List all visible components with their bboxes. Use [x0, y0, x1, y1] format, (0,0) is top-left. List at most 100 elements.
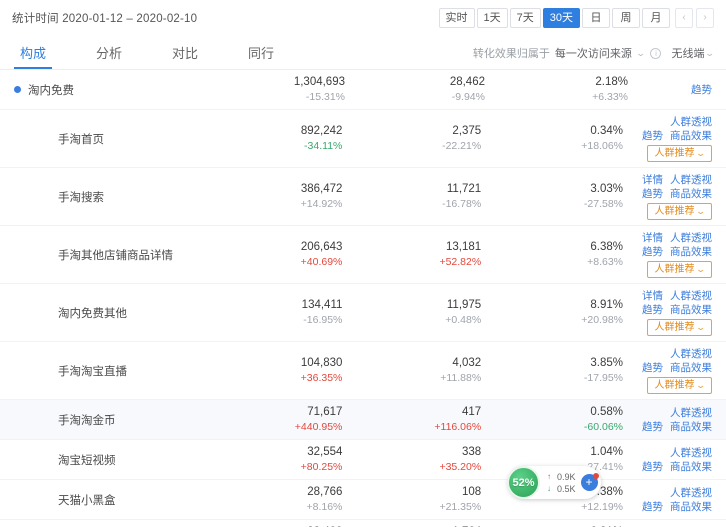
action-link[interactable]: 人群透视: [670, 446, 712, 459]
widget-stat-down: ↓ 0.5K: [547, 483, 576, 495]
action-link[interactable]: 人群透视: [670, 406, 712, 419]
floating-stats-widget[interactable]: 52% ↑ 0.9K ↓ 0.5K +: [507, 466, 601, 499]
action-link[interactable]: 趋势: [642, 130, 663, 142]
metric-value: 104,830: [300, 357, 343, 369]
table-row[interactable]: 手淘首页 892,242 -34.11% 2,375 -22.21% 0.34% +18.0…: [0, 110, 726, 168]
action-line-bottom: 趋势 商品效果: [635, 500, 712, 514]
action-link[interactable]: 人群透视: [670, 348, 712, 360]
table-row[interactable]: 淘内免费 1,304,693 -15.31% 28,462 -9.94% 2.18% +6.…: [0, 70, 726, 110]
action-line-bottom: 趋势: [684, 83, 712, 97]
action-link[interactable]: 趋势: [642, 362, 663, 374]
action-link[interactable]: 人群透视: [670, 174, 712, 186]
action-link[interactable]: 商品效果: [670, 130, 712, 142]
top-bar: 统计时间 2020-01-12 – 2020-02-10 实时 1天 7天 30天日周…: [0, 0, 726, 36]
table-row[interactable]: 手淘问大家28,400+10.34%1,764+14.40%6.21%+3.68…: [0, 520, 726, 527]
range-button-3[interactable]: 30天: [542, 8, 580, 28]
tab-0[interactable]: 构成: [12, 43, 54, 69]
tab-3[interactable]: 同行: [248, 46, 275, 61]
action-link[interactable]: 趋势: [642, 246, 663, 258]
action-link[interactable]: 详情: [642, 290, 663, 302]
metric-delta: -60.06%: [583, 421, 623, 433]
crowd-recommend-button[interactable]: 人群推荐 ⌄: [647, 261, 712, 278]
action-link[interactable]: 趋势: [691, 83, 712, 96]
row-name-cell: 手淘首页: [0, 131, 228, 147]
chevron-down-icon: ⌄: [696, 264, 707, 274]
metric-delta: +40.69%: [300, 256, 343, 268]
crowd-recommend-button[interactable]: 人群推荐 ⌄: [647, 377, 712, 394]
metric-delta: -27.58%: [583, 198, 623, 210]
metric-value: 417: [462, 406, 482, 418]
row-name-cell: 淘内免费其他: [0, 305, 228, 321]
row-name-label: 淘宝短视频: [58, 454, 116, 467]
info-icon[interactable]: i: [650, 47, 662, 59]
chevron-down-icon: ⌄: [696, 322, 707, 332]
prev-period-arrow-icon[interactable]: ‹: [675, 8, 693, 28]
tab-2[interactable]: 对比: [172, 46, 199, 61]
plus-icon[interactable]: +: [580, 473, 599, 491]
range-button-6[interactable]: 月: [642, 8, 670, 28]
range-button-2[interactable]: 7天: [509, 8, 541, 28]
table-row[interactable]: 手淘淘金币 71,617 +440.95% 417 +116.06% 0.58% -60.0…: [0, 400, 726, 440]
action-link[interactable]: 人群透视: [670, 232, 712, 244]
date-range-segmented-control[interactable]: 实时 1天 7天 30天日周月: [438, 8, 673, 28]
widget-up-value: 0.9K: [557, 471, 576, 482]
widget-down-value: 0.5K: [557, 483, 576, 494]
action-link[interactable]: 商品效果: [670, 188, 712, 200]
row-name-cell: 手淘其他店铺商品详情: [0, 247, 228, 263]
action-link[interactable]: 商品效果: [670, 460, 712, 473]
terminal-select-value[interactable]: 无线端: [671, 48, 705, 60]
metric-delta: +18.06%: [581, 140, 623, 152]
next-period-arrow-icon[interactable]: ›: [696, 8, 714, 28]
action-link[interactable]: 趋势: [642, 188, 663, 200]
chevron-down-icon[interactable]: ⌄: [705, 47, 716, 58]
tab-1[interactable]: 分析: [96, 46, 123, 61]
crowd-recommend-button[interactable]: 人群推荐 ⌄: [647, 203, 712, 220]
metric-value: 71,617: [307, 406, 343, 418]
metric-value: 0.58%: [590, 406, 623, 418]
metric-delta: +20.98%: [581, 314, 623, 326]
action-link[interactable]: 商品效果: [670, 362, 712, 374]
action-link[interactable]: 趋势: [642, 460, 663, 473]
table-row[interactable]: 手淘淘宝直播 104,830 +36.35% 4,032 +11.88% 3.85% -17…: [0, 342, 726, 400]
action-link[interactable]: 详情: [642, 174, 663, 186]
table-row[interactable]: 淘内免费其他 134,411 -16.95% 11,975 +0.48% 8.91% +20…: [0, 284, 726, 342]
range-button-4[interactable]: 日: [582, 8, 610, 28]
metric-delta: -17.95%: [583, 372, 623, 384]
row-name-label: 手淘淘金币: [58, 414, 116, 427]
row-visitors-cell: 28,766 +8.16%: [228, 485, 352, 514]
metric-delta: +8.63%: [587, 256, 623, 268]
range-button-1[interactable]: 1天: [476, 8, 508, 28]
table-row[interactable]: 手淘其他店铺商品详情 206,643 +40.69% 13,181 +52.82% 6.3…: [0, 226, 726, 284]
crowd-recommend-button[interactable]: 人群推荐 ⌄: [647, 145, 712, 162]
action-link[interactable]: 详情: [642, 232, 663, 244]
crowd-recommend-button[interactable]: 人群推荐 ⌄: [647, 319, 712, 336]
row-name-label: 淘内免费其他: [58, 307, 127, 320]
action-link[interactable]: 人群透视: [670, 290, 712, 302]
chevron-down-icon[interactable]: ⌄: [635, 47, 646, 58]
row-visitors-cell: 32,554 +80.25%: [228, 445, 352, 474]
action-link[interactable]: 趋势: [642, 420, 663, 433]
range-button-5[interactable]: 周: [612, 8, 640, 28]
action-link[interactable]: 商品效果: [670, 304, 712, 316]
table-row[interactable]: 手淘搜索 386,472 +14.92% 11,721 -16.78% 3.03% -27.…: [0, 168, 726, 226]
table-row[interactable]: 天猫小黑盒 28,766 +8.16% 108 +21.35% 0.38% +12.19% 人…: [0, 480, 726, 520]
metric-delta: +52.82%: [439, 256, 482, 268]
action-link[interactable]: 商品效果: [670, 500, 712, 513]
range-button-0[interactable]: 实时: [438, 8, 475, 28]
table-row[interactable]: 淘宝短视频 32,554 +80.25% 338 +35.20% 1.04% -27.41%…: [0, 440, 726, 480]
action-link[interactable]: 趋势: [642, 304, 663, 316]
attribution-label: 转化效果归属于: [472, 48, 550, 60]
action-link[interactable]: 商品效果: [670, 246, 712, 258]
row-buyers-cell: 2,375 -22.21%: [352, 124, 491, 153]
attribution-select-value[interactable]: 每一次访问来源: [554, 48, 632, 60]
metric-value: 108: [462, 486, 482, 498]
bullet-dot-icon: [14, 86, 21, 93]
action-link[interactable]: 人群透视: [670, 486, 712, 499]
action-line-top: 人群透视: [663, 446, 712, 460]
action-line-top: 人群透视: [663, 486, 712, 500]
metric-value: 6.38%: [590, 241, 623, 253]
action-link[interactable]: 商品效果: [670, 420, 712, 433]
action-link[interactable]: 趋势: [642, 500, 663, 513]
action-line-top: 详情 人群透视: [635, 173, 712, 187]
action-link[interactable]: 人群透视: [670, 116, 712, 128]
